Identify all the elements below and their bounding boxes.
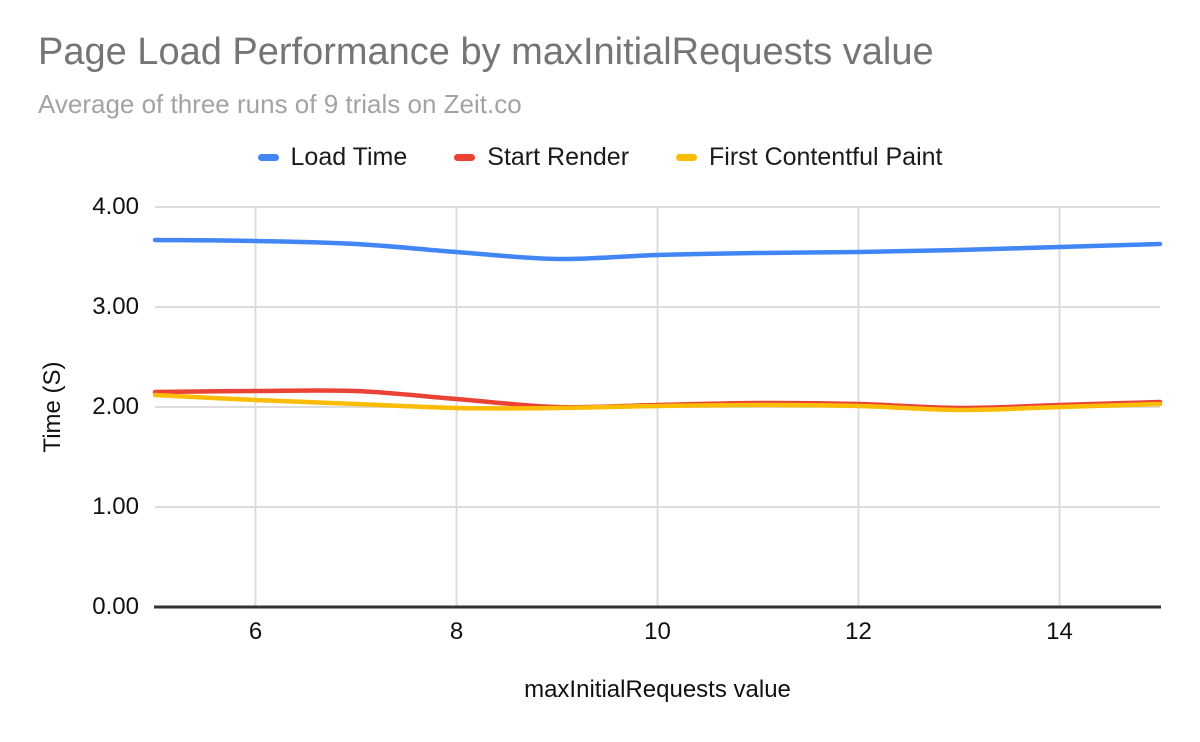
y-axis-title: Time (S) xyxy=(39,361,66,453)
x-tick-label: 12 xyxy=(845,618,872,645)
plot-area xyxy=(152,206,1163,609)
y-tick-label: 4.00 xyxy=(92,193,139,220)
x-tick-label: 6 xyxy=(248,618,263,645)
legend-swatch-load-time xyxy=(257,153,279,161)
x-tick-label: 8 xyxy=(449,618,464,645)
legend-swatch-start-render xyxy=(454,153,476,161)
chart-subtitle: Average of three runs of 9 trials on Zei… xyxy=(38,89,522,119)
legend-item-start-render: Start Render xyxy=(454,143,629,172)
x-tick-label: 10 xyxy=(644,618,671,645)
legend-label-start-render: Start Render xyxy=(487,142,630,171)
legend-swatch-first-contentful-paint xyxy=(676,153,698,161)
y-tick-label: 2.00 xyxy=(92,393,139,420)
legend-item-load-time: Load Time xyxy=(257,142,408,172)
x-tick-label: 14 xyxy=(1046,618,1073,645)
chart-svg xyxy=(152,206,1163,609)
legend-item-first-contentful-paint: First Contentful Paint xyxy=(676,143,942,172)
chart-title: Page Load Performance by maxInitialReque… xyxy=(38,31,934,73)
series-line-first-contentful-paint xyxy=(152,392,1163,413)
y-tick-label: 1.00 xyxy=(92,493,139,520)
legend-label-load-time: Load Time xyxy=(290,142,408,171)
series-line-load-time xyxy=(152,237,1163,262)
x-axis-title: maxInitialRequests value xyxy=(524,676,791,703)
legend: Load Time Start Render First Contentful … xyxy=(0,142,1200,172)
y-tick-label: 0.00 xyxy=(92,593,139,620)
legend-label-first-contentful-paint: First Contentful Paint xyxy=(709,142,943,171)
y-tick-label: 3.00 xyxy=(92,293,139,320)
